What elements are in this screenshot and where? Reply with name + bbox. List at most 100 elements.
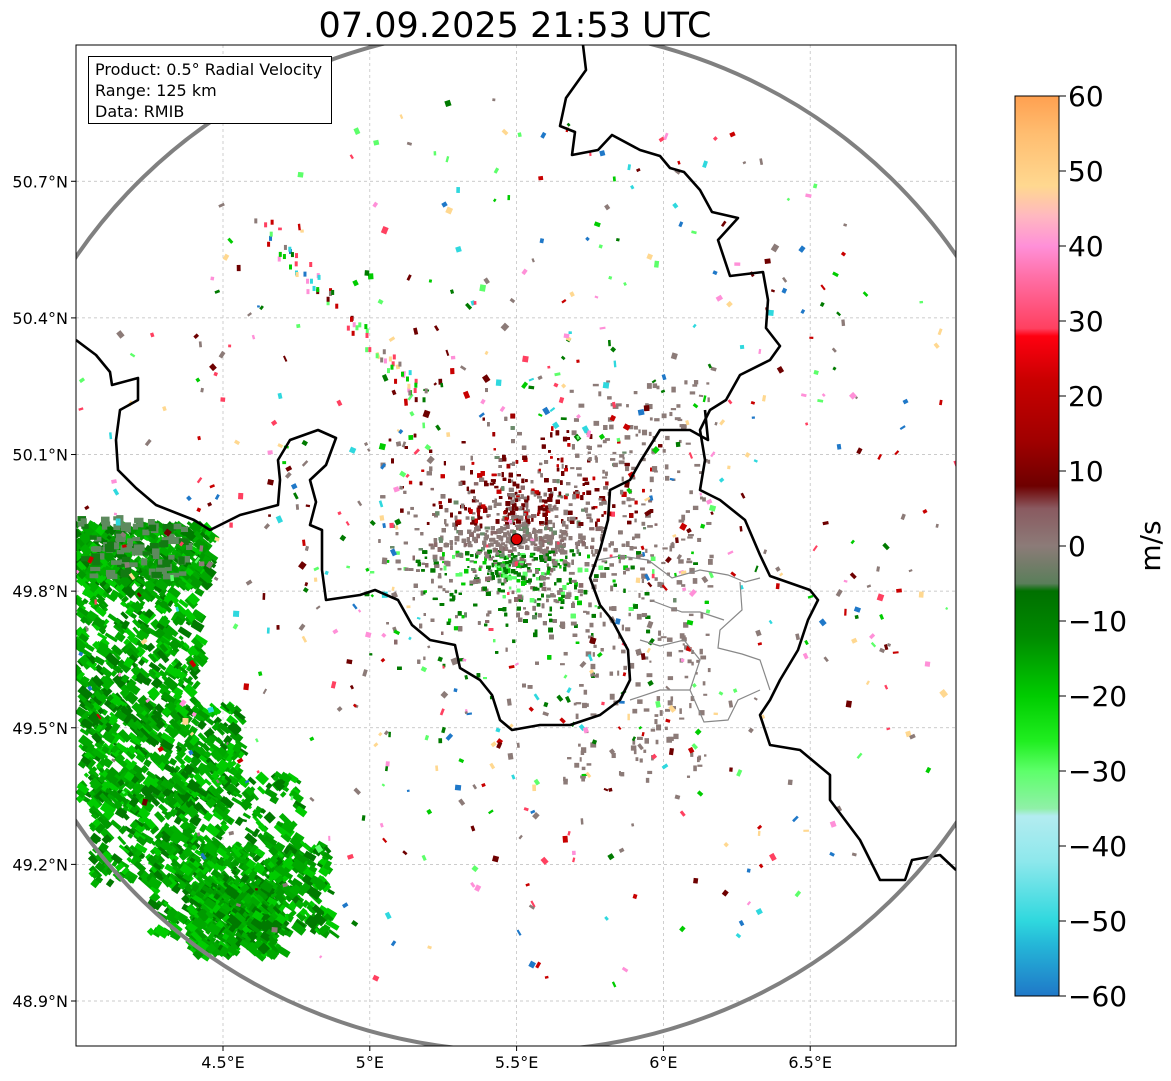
echo-cell [76,550,84,562]
echo-cell [144,700,155,711]
echo-cell [295,911,307,922]
echo-cell [270,882,279,890]
echo-cell [93,655,106,666]
echo-cell [90,684,104,697]
echo-cell [138,622,152,637]
echo-cell [276,945,291,958]
echo-cell [98,767,105,774]
echo-cell [149,825,160,835]
echo-cell [172,619,180,626]
echo-cell [184,826,194,836]
echo-cell [212,716,222,726]
echo-cell [83,700,95,710]
echo-cell [260,880,274,894]
echo-cell [170,536,181,545]
echo-cell [280,923,287,930]
echo-cell [134,517,144,524]
echo-cell [132,626,140,635]
echo-cell [150,714,162,726]
echo-cell [171,791,184,806]
echo-cell [116,549,125,555]
echo-cell [164,863,178,875]
echo-cell [80,755,92,766]
echo-cell [289,790,304,804]
echo-cell [147,686,161,700]
echo-cell [148,612,157,620]
echo-cell [141,558,148,566]
echo-cell [150,866,158,874]
echo-cell [180,643,190,652]
echo-cell [163,676,179,692]
echo-cell [134,527,147,540]
echo-cell [76,665,83,677]
echo-cell [182,763,195,776]
echo-cell [269,855,279,864]
echo-cell [185,542,193,551]
echo-cell [168,554,175,560]
echo-cell [150,591,161,600]
echo-cell [294,899,305,910]
echo-cell [136,835,147,847]
echo-cell [323,907,338,922]
echo-cell [323,860,333,871]
echo-cell [308,864,318,873]
echo-cell [285,772,299,784]
echo-cell [173,523,182,530]
echo-cell [99,637,110,648]
echo-cell [141,586,158,603]
echo-cell [265,782,273,790]
echo-cell [284,893,294,903]
echo-cell [174,754,186,766]
echo-cell [150,652,160,662]
echo-cell [235,898,245,907]
echo-cell [132,764,144,775]
echo-cell [408,480,413,485]
echo-cell [191,680,201,690]
echo-cell [95,525,106,536]
echo-cell [148,661,161,673]
echo-cell [230,723,242,735]
echo-cell [173,782,187,796]
echo-cell [168,638,182,651]
echo-cell [228,898,237,907]
echo-cell [233,763,242,771]
echo-cell [83,772,90,778]
echo-cell [255,771,270,786]
echo-cell [98,842,109,853]
echo-cell [178,852,188,862]
echo-cell [101,834,112,845]
echo-cell [90,566,101,572]
echo-cell [139,727,151,739]
echo-cell [594,605,597,608]
echo-cell [208,845,218,856]
echo-cell [120,522,131,528]
echo-cell [226,817,234,825]
echo-cell [512,639,516,644]
echo-cell [123,656,135,669]
echo-cell [196,876,204,884]
echo-cell [432,554,438,560]
echo-cell [186,645,198,657]
echo-cell [156,862,165,870]
echo-cell [168,808,178,818]
echo-cell [177,679,185,688]
echo-cell [85,660,98,671]
echo-cell [100,685,113,698]
echo-cell [301,874,316,887]
echo-cell [157,662,167,671]
echo-cell [226,790,232,796]
echo-cell [125,567,132,575]
echo-cell [151,668,162,679]
echo-cell [252,809,264,820]
echo-cell [197,732,209,744]
echo-cell [192,735,198,742]
echo-cell [263,831,275,840]
echo-cell [132,536,141,542]
echo-cell [210,840,218,847]
echo-cell [207,922,222,936]
echo-cell [190,707,200,717]
echo-cell [193,530,204,541]
echo-cell [115,742,129,754]
echo-cell [226,945,237,955]
echo-cell [105,878,115,888]
